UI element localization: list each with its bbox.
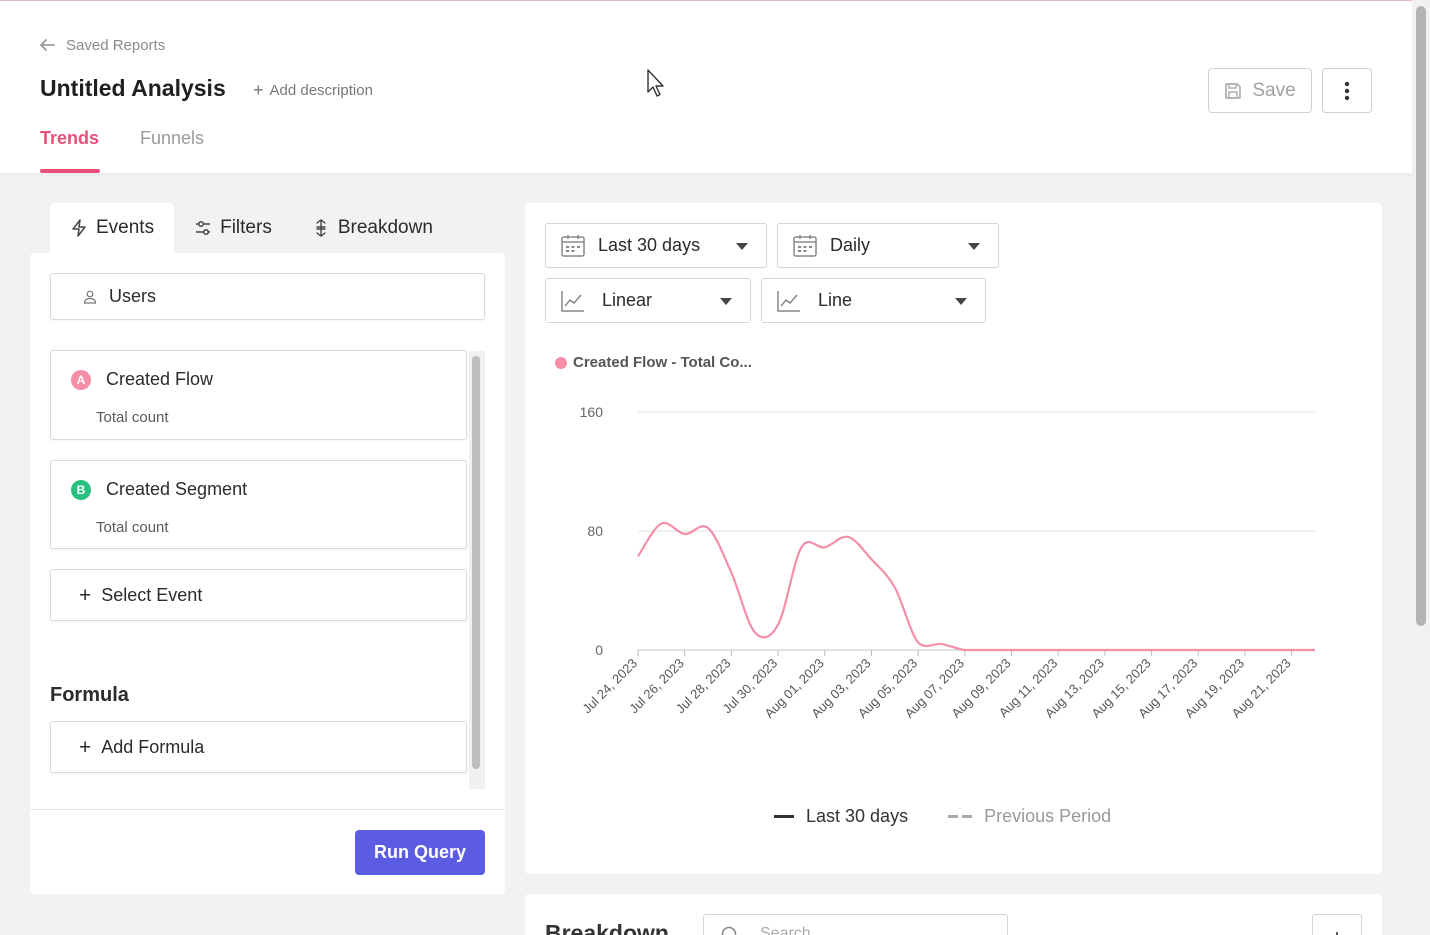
interval-value: Daily [830,235,871,255]
period-legend: Last 30 days Previous Period [774,806,1111,827]
add-breakdown-button[interactable]: + [1312,914,1362,935]
solid-line-swatch [774,815,794,818]
users-selector[interactable]: Users [50,273,485,320]
select-event-label: Select Event [101,584,203,605]
date-range-dropdown[interactable]: Last 30 days [545,223,767,268]
dashed-line-swatch [948,815,973,818]
scale-dropdown[interactable]: Linear [545,278,751,323]
calendar-icon [561,235,585,257]
tab-filters-label: Filters [220,217,272,238]
query-builder-tabs: Events Filters Breakdown [50,203,453,253]
bolt-icon [72,219,86,237]
chart-type-value: Line [818,290,853,310]
top-accent-line [0,0,1412,1]
line-chart-icon [777,291,800,312]
y-tick-label: 160 [580,404,604,420]
add-formula-button[interactable]: + Add Formula [50,721,467,773]
save-button-label: Save [1252,79,1296,101]
event-card-a[interactable]: A Created Flow Total count [50,350,467,440]
date-range-value: Last 30 days [598,235,701,255]
plus-icon: + [79,735,92,759]
chart-type-dropdown[interactable]: Line [761,278,986,323]
add-description-label: Add description [269,81,373,99]
series-line-created-flow [637,521,1315,652]
tab-events-label: Events [96,217,155,238]
page-scrollbar-thumb[interactable] [1416,6,1426,626]
breakdown-search-input[interactable]: Search [703,914,1008,935]
panel-divider [30,809,505,810]
event-card-b[interactable]: B Created Segment Total count [50,460,467,549]
chevron-down-icon [955,298,967,305]
y-tick-label: 80 [587,523,603,539]
breakdown-title: Breakdown [545,920,669,935]
back-link-label: Saved Reports [66,36,166,54]
tab-breakdown[interactable]: Breakdown [292,203,453,253]
mouse-cursor-icon [647,69,664,97]
breakdown-search-placeholder: Search [760,925,811,935]
event-metric[interactable]: Total count [96,519,169,536]
select-event-button[interactable]: + Select Event [50,569,467,621]
event-metric[interactable]: Total count [96,409,169,426]
save-button[interactable]: Save [1208,68,1312,113]
arrow-left-icon [40,39,55,51]
chart-panel: Last 30 days Daily Linear Line Created F… [525,203,1382,874]
legend-previous-period[interactable]: Previous Period [948,806,1111,827]
scale-value: Linear [602,290,653,310]
breakdown-icon [316,219,326,237]
formula-heading: Formula [50,684,129,706]
chevron-down-icon [968,243,980,250]
legend-current-label: Last 30 days [806,806,909,826]
breakdown-card: Breakdown Search + [525,894,1382,935]
interval-dropdown[interactable]: Daily [777,223,999,268]
series-legend-item[interactable]: Created Flow - Total Co... [555,354,752,371]
event-name: Created Flow [106,369,214,389]
floppy-disk-icon [1225,82,1242,99]
page-title[interactable]: Untitled Analysis [40,75,226,101]
chevron-down-icon [720,298,732,305]
plus-icon: + [253,80,264,100]
events-scrollbar-thumb[interactable] [472,356,480,769]
add-formula-label: Add Formula [101,736,205,757]
tab-funnels[interactable]: Funnels [140,128,205,148]
calendar-icon [793,235,817,257]
chevron-down-icon [736,243,748,250]
run-query-button[interactable]: Run Query [355,830,485,875]
more-options-button[interactable] [1322,68,1372,113]
active-tab-indicator [40,169,100,173]
search-icon [721,926,737,935]
kebab-menu-icon [1344,81,1350,100]
event-name: Created Segment [106,479,248,499]
plus-icon: + [1331,925,1344,935]
tab-events[interactable]: Events [50,203,175,253]
plus-icon: + [79,583,92,607]
series-color-dot [555,356,567,369]
legend-current-period[interactable]: Last 30 days [774,806,908,827]
tab-breakdown-label: Breakdown [337,217,433,238]
add-description-button[interactable]: + Add description [253,81,373,99]
user-icon [83,290,97,304]
query-builder-panel: Users A Created Flow Total count B Creat… [30,253,505,894]
series-legend-label: Created Flow - Total Co... [573,354,752,371]
tab-trends[interactable]: Trends [40,128,100,148]
users-selector-label: Users [109,286,157,306]
tab-filters[interactable]: Filters [174,203,292,253]
event-letter-badge: A [71,370,91,390]
event-letter-badge: B [71,480,91,500]
line-chart-icon [561,291,584,312]
sliders-icon [196,221,211,235]
back-link[interactable]: Saved Reports [38,36,165,54]
report-header: Saved Reports Untitled Analysis + Add de… [0,1,1412,173]
y-tick-label: 0 [595,642,603,658]
legend-previous-label: Previous Period [984,806,1112,826]
